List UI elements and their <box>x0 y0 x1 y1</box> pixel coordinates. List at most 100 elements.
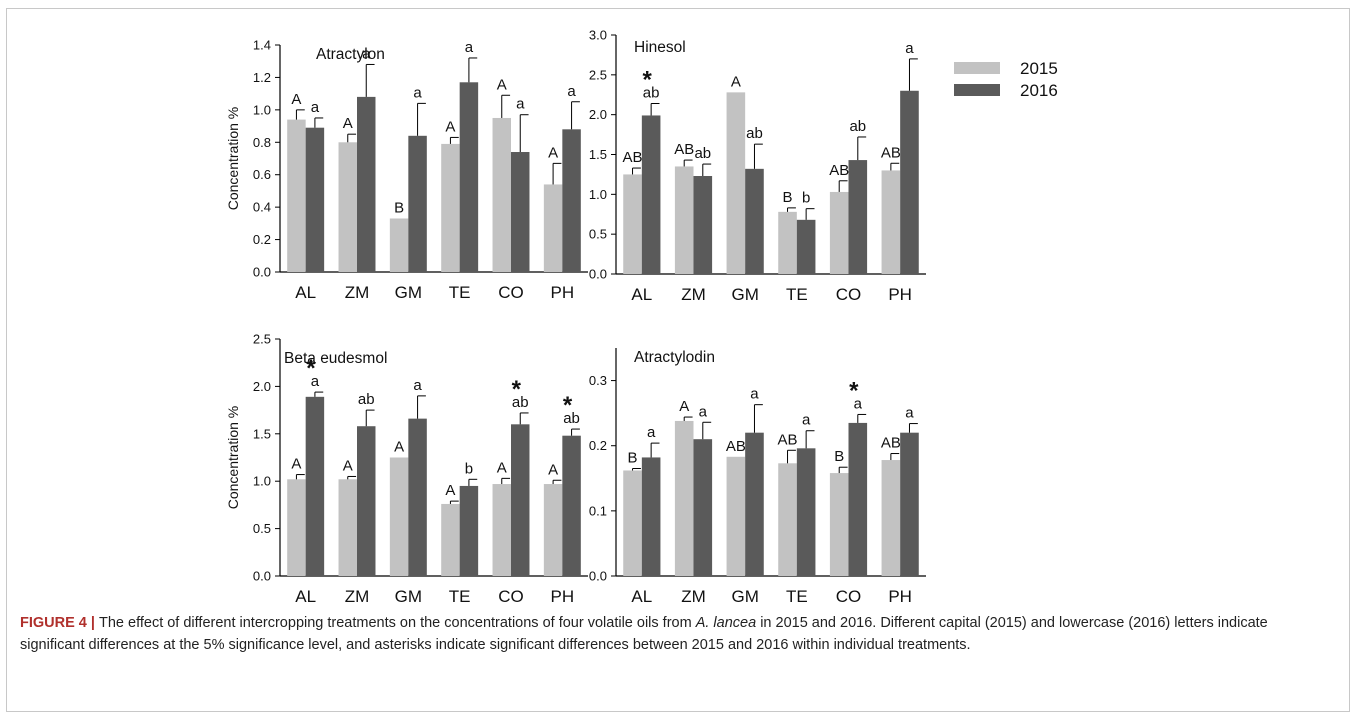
x-tick-label: CO <box>836 285 862 304</box>
bar-2015-AL <box>287 479 306 576</box>
significance-letter: ab <box>563 410 580 427</box>
x-tick-label: ZM <box>681 285 706 304</box>
x-tick-label: GM <box>731 285 758 304</box>
x-tick-label: ZM <box>681 587 706 606</box>
bar-2016-TE <box>459 485 479 576</box>
significance-letter: AB <box>881 435 901 452</box>
bar-2015-AL <box>287 119 306 272</box>
bar-2016-ZM <box>357 426 376 576</box>
bar-2016-TE <box>796 219 816 274</box>
chart-panel-1: 0.0 0.2 0.4 0.6 0.8 1.0 1.2 1.4 Atractylon Concen… <box>225 38 588 302</box>
significance-letter: AB <box>623 149 643 166</box>
bar-2015-GM <box>389 218 409 272</box>
significance-letter: A <box>548 144 558 161</box>
legend-label-2016: 2016 <box>1020 81 1058 100</box>
x-tick-label: TE <box>449 283 471 302</box>
significance-letter: A <box>445 482 455 499</box>
x-tick-label: AL <box>295 587 316 606</box>
bar-2015-PH <box>543 484 563 576</box>
bar-2016-GM <box>408 418 427 576</box>
y-tick-label: 0.5 <box>253 521 271 536</box>
panel-title: Hinesol <box>634 39 686 56</box>
significance-letter: ab <box>512 394 529 411</box>
significance-letter: a <box>413 84 422 101</box>
x-tick-label: AL <box>631 587 652 606</box>
significance-asterisk: * <box>563 392 573 419</box>
significance-letter: a <box>567 83 576 100</box>
x-tick-label: CO <box>498 283 524 302</box>
bar-2016-GM <box>745 432 764 576</box>
bar-2015-PH <box>881 460 901 576</box>
panel-title: Atractylon <box>316 46 385 63</box>
bar-2016-TE <box>796 448 816 576</box>
significance-letter: a <box>854 395 863 412</box>
y-tick-label: 1.4 <box>253 38 271 53</box>
legend: 2015 2016 <box>954 59 1058 100</box>
bar-2015-ZM <box>338 142 357 272</box>
y-tick-label: 3.0 <box>589 28 607 43</box>
y-tick-label: 1.0 <box>253 102 271 117</box>
bar-2016-ZM <box>357 96 376 272</box>
figure-caption: FIGURE 4 | The effect of different inter… <box>20 612 1330 656</box>
y-tick-label: 0.0 <box>589 569 607 584</box>
bar-2015-PH <box>543 184 563 272</box>
bar-2016-CO <box>848 160 868 274</box>
bar-2016-PH <box>900 90 919 275</box>
significance-letter: AB <box>829 162 849 179</box>
significance-letter: A <box>731 73 741 90</box>
y-tick-label: 0.0 <box>589 267 607 282</box>
significance-letter: B <box>783 189 793 206</box>
y-tick-label: 2.0 <box>253 379 271 394</box>
y-tick-label: 0.5 <box>589 227 607 242</box>
significance-asterisk: * <box>849 377 859 404</box>
figure-panels: 0.0 0.2 0.4 0.6 0.8 1.0 1.2 1.4 Atractylon Concen… <box>225 28 1058 607</box>
x-tick-label: AL <box>631 285 652 304</box>
significance-letter: ab <box>746 125 763 142</box>
y-tick-label: 0.0 <box>253 265 271 280</box>
significance-asterisk: * <box>512 376 522 403</box>
bar-2016-PH <box>562 129 581 272</box>
significance-letter: AB <box>674 141 694 158</box>
x-tick-label: GM <box>395 283 422 302</box>
bar-2015-ZM <box>674 166 694 274</box>
bar-2016-ZM <box>693 176 713 274</box>
significance-letter: a <box>311 373 320 390</box>
caption-text-after: in 2015 and 2016. Different capital (201… <box>20 615 1268 653</box>
legend-swatch-2015 <box>954 62 1000 74</box>
y-tick-label: 2.0 <box>589 107 607 122</box>
significance-letter: a <box>311 99 320 116</box>
caption-text-before: The effect of different intercropping tr… <box>99 615 696 631</box>
significance-letter: A <box>548 461 558 478</box>
bar-2015-AL <box>623 470 642 576</box>
bar-2016-AL <box>305 396 325 576</box>
y-tick-label: 1.5 <box>253 426 271 441</box>
legend-label-2015: 2015 <box>1020 59 1058 78</box>
significance-asterisk: * <box>306 355 316 382</box>
significance-letter: a <box>465 39 474 56</box>
bar-2015-GM <box>726 456 746 576</box>
significance-letter: a <box>647 424 656 441</box>
bar-2016-AL <box>641 457 661 576</box>
x-tick-label: PH <box>551 587 575 606</box>
significance-asterisk: * <box>642 67 652 94</box>
significance-letter: A <box>291 91 301 108</box>
significance-letter: AB <box>726 438 746 455</box>
significance-letter: ab <box>358 391 375 408</box>
x-tick-label: GM <box>731 587 758 606</box>
significance-letter: A <box>343 115 353 132</box>
bar-2016-CO <box>511 424 530 576</box>
bar-2015-CO <box>829 473 849 576</box>
significance-letter: A <box>445 118 455 135</box>
y-tick-label: 1.0 <box>589 187 607 202</box>
y-tick-label: 0.2 <box>253 232 271 247</box>
significance-letter: ab <box>849 118 866 135</box>
x-tick-label: GM <box>395 587 422 606</box>
y-tick-label: 0.3 <box>589 373 607 388</box>
significance-letter: a <box>802 412 811 429</box>
x-tick-label: TE <box>786 285 808 304</box>
bar-2016-CO <box>848 422 868 576</box>
bar-2015-AL <box>623 174 642 274</box>
bar-2016-CO <box>511 152 530 272</box>
x-tick-label: PH <box>888 587 912 606</box>
significance-letter: a <box>699 403 708 420</box>
